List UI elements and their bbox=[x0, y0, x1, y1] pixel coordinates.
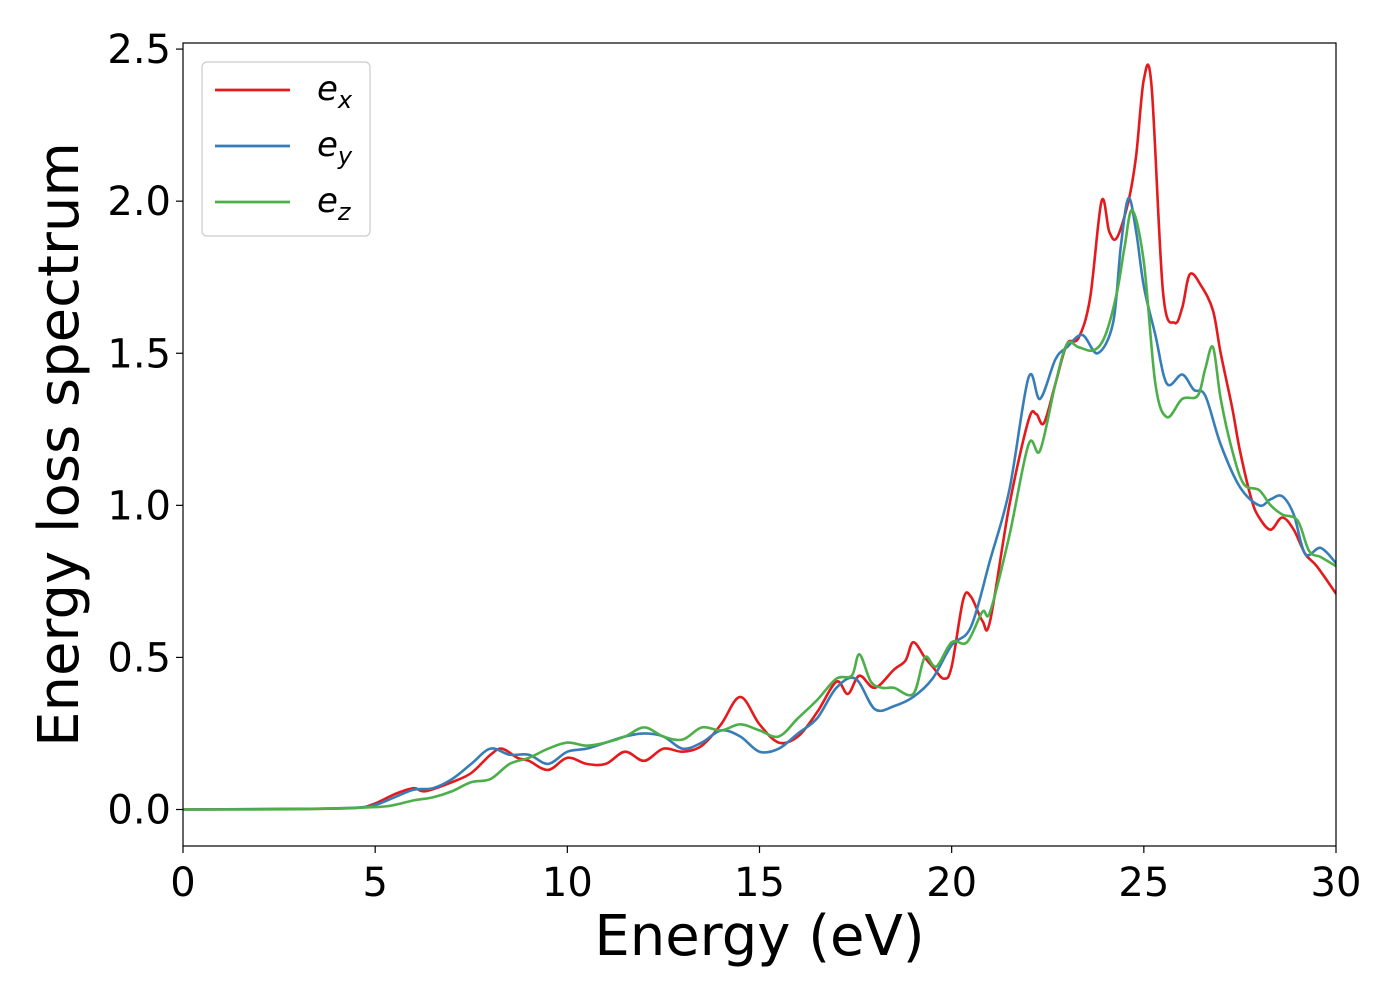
x-tick-label: 10 bbox=[542, 860, 593, 906]
y-axis-title: Energy loss spectrum bbox=[27, 142, 92, 747]
y-tick-label: 2.5 bbox=[107, 27, 171, 73]
x-tick-label: 0 bbox=[170, 860, 195, 906]
y-tick-label: 1.5 bbox=[107, 331, 171, 377]
ticks-layer: 0 5 10 15 20 25 30 0.0 0.5 1.0 1.5 2.0 2.5 bbox=[107, 27, 1361, 906]
x-tick-label: 20 bbox=[926, 860, 977, 906]
y-tick-label: 0.0 bbox=[107, 788, 171, 834]
x-tick-label: 30 bbox=[1311, 860, 1362, 906]
x-axis-title: Energy (eV) bbox=[594, 904, 924, 969]
legend-box bbox=[201, 61, 371, 237]
y-tick-label: 2.0 bbox=[107, 179, 171, 225]
x-tick-label: 5 bbox=[362, 860, 387, 906]
legend-label-ex: ex bbox=[317, 69, 353, 114]
x-tick-label: 25 bbox=[1118, 860, 1169, 906]
series-line-ez bbox=[183, 208, 1336, 811]
series-line-ex bbox=[183, 63, 1336, 811]
series-line-ey bbox=[183, 196, 1336, 811]
x-tick-label: 15 bbox=[734, 860, 785, 906]
y-tick-label: 1.0 bbox=[107, 483, 171, 529]
series-layer bbox=[183, 63, 1336, 811]
y-tick-label: 0.5 bbox=[107, 635, 171, 681]
